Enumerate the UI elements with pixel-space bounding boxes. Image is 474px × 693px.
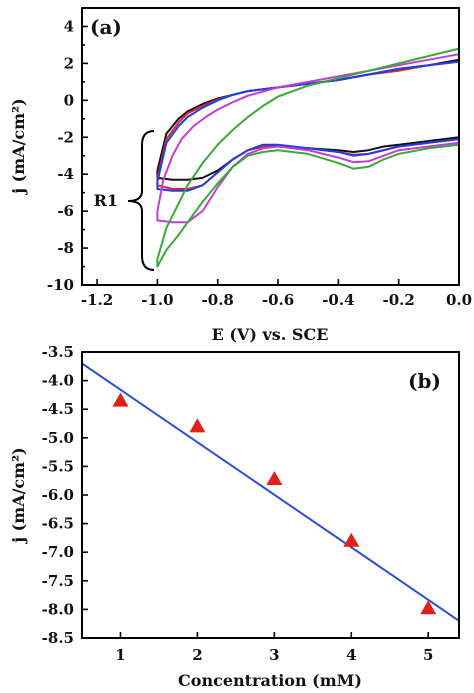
y-tick-label: 2 [64, 54, 74, 72]
data-point-4 [343, 532, 360, 547]
y-tick-label: -7.0 [42, 543, 74, 561]
panel-b-x-ticks: 1 2 3 4 5 [115, 632, 433, 664]
panel-b: 1 2 3 4 5 -8.5 -8.0 -7.5 -7.0 -6.5 -6.0 -5.5 -5.0 -4… [9, 343, 460, 690]
panel-a-x-label: E (V) vs. SCE [212, 325, 329, 344]
linear-fit [81, 362, 460, 622]
y-tick-label: -10 [47, 276, 74, 294]
panel-a-frame [81, 7, 460, 286]
y-tick-label: -5.0 [42, 429, 74, 447]
fit-line [81, 362, 460, 622]
x-tick-label: 2 [192, 646, 202, 664]
cv-curve-3 [156, 60, 460, 192]
panel-a-y-label: j (mA/cm²) [9, 98, 28, 195]
data-point-5 [420, 600, 437, 615]
panel-a-x-ticks: -1.2 -1.0 -0.8 -0.6 -0.4 -0.2 0.0 [81, 279, 472, 309]
panel-b-frame [81, 351, 460, 639]
cv-curve-4 [156, 53, 460, 224]
data-point-2 [189, 418, 206, 433]
x-tick-label: -1.0 [141, 291, 173, 309]
y-tick-label: -6.0 [42, 486, 74, 504]
x-tick-label: -0.6 [262, 291, 294, 309]
x-tick-label: -0.4 [322, 291, 354, 309]
a-curves [156, 47, 460, 268]
data-point-1 [112, 392, 129, 407]
data-point-3 [266, 470, 283, 485]
panel-a-label: (a) [90, 15, 122, 39]
y-tick-label: -4.0 [42, 372, 74, 390]
x-tick-label: -0.8 [202, 291, 234, 309]
x-tick-label: 5 [423, 646, 433, 664]
panel-b-x-label: Concentration (mM) [178, 671, 362, 690]
r1-brace [127, 130, 155, 271]
panel-b-y-label: j (mA/cm²) [9, 447, 28, 544]
x-tick-label: 1 [115, 646, 125, 664]
x-tick-label: -0.2 [383, 291, 415, 309]
y-tick-label: -6.5 [42, 515, 74, 533]
y-tick-label: 0 [64, 91, 74, 109]
data-points [112, 392, 437, 615]
x-tick-label: 3 [269, 646, 279, 664]
y-tick-label: -8.5 [42, 629, 74, 647]
y-tick-label: -5.5 [42, 457, 74, 475]
y-tick-label: -4.5 [42, 400, 74, 418]
y-tick-label: -8 [57, 239, 74, 257]
y-tick-label: -3.5 [42, 343, 74, 361]
y-tick-label: -7.5 [42, 572, 74, 590]
x-tick-label: -1.2 [81, 291, 113, 309]
panel-b-y-ticks: -8.5 -8.0 -7.5 -7.0 -6.5 -6.0 -5.5 -5.0 -4.5 -4.0… [42, 343, 88, 647]
y-tick-label: 4 [64, 17, 74, 35]
panel-a-y-ticks: -10 -8 -6 -4 -2 0 2 4 [47, 17, 88, 294]
x-tick-label: 4 [346, 646, 356, 664]
y-tick-label: -2 [57, 128, 74, 146]
y-tick-label: -8.0 [42, 600, 74, 618]
panel-a: -1.2 -1.0 -0.8 -0.6 -0.4 -0.2 0.0 -10 -8 -6 -4 -2 0… [9, 7, 472, 344]
cv-curve-5 [156, 47, 460, 268]
y-tick-label: -4 [57, 165, 74, 183]
x-tick-label: 0.0 [446, 291, 472, 309]
panel-b-label: (b) [408, 369, 441, 393]
r1-bracket [127, 130, 155, 271]
r1-label: R1 [94, 191, 118, 210]
y-tick-label: -6 [57, 202, 74, 220]
cv-curve-2 [156, 60, 460, 190]
